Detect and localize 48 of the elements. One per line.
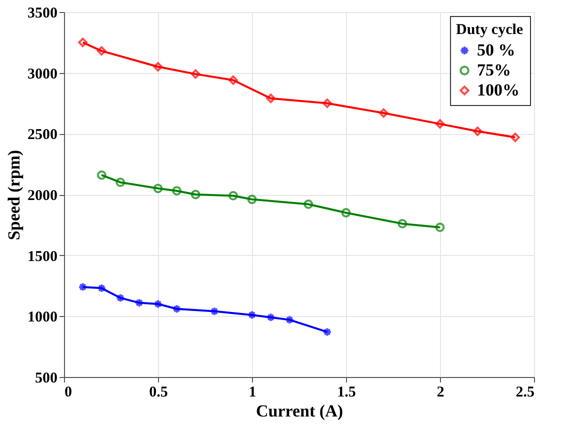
legend-label: 50 % [477, 40, 516, 60]
x-tick-label: 1 [248, 384, 256, 400]
x-tick-label: 0.5 [149, 384, 168, 400]
point [134, 298, 144, 308]
point [247, 310, 257, 320]
point [172, 304, 182, 314]
point [153, 62, 163, 72]
point [322, 98, 332, 108]
point [210, 306, 220, 316]
x-tick-label: 0 [64, 384, 72, 400]
point [190, 69, 200, 79]
point [398, 219, 408, 228]
y-tick-label: 3500 [28, 6, 58, 22]
point [510, 132, 520, 142]
y-tick-label: 500 [35, 370, 58, 386]
point [266, 94, 276, 104]
x-axis-title: Current (A) [256, 402, 344, 420]
legend-label: 100% [477, 80, 520, 100]
point [472, 126, 482, 136]
point [96, 46, 106, 56]
y-tick-label: 1500 [28, 248, 58, 265]
legend-label: 75% [477, 60, 511, 80]
y-axis-title: Speed (rpm) [4, 150, 24, 240]
y-tick-label: 3000 [28, 66, 58, 82]
point [228, 191, 238, 200]
y-tick-label: 1000 [28, 310, 58, 326]
point [247, 194, 257, 204]
point [304, 200, 314, 209]
point [435, 119, 445, 129]
point [378, 108, 388, 118]
point [116, 293, 126, 303]
point [341, 208, 351, 218]
point [172, 186, 182, 196]
point [284, 315, 294, 325]
legend-title: Duty cycle [456, 22, 524, 38]
point [228, 75, 238, 85]
x-tick-label: 1.5 [337, 384, 356, 400]
point [153, 299, 163, 309]
point [78, 38, 88, 48]
x-tick-label: 2 [436, 384, 444, 400]
point [116, 178, 126, 188]
point [96, 283, 106, 293]
x-tick-label: 2.5 [516, 384, 534, 400]
y-tick-label: 2000 [28, 188, 58, 204]
y-tick-label: 2500 [28, 127, 58, 144]
point [153, 184, 163, 194]
point [266, 312, 276, 322]
point [190, 190, 200, 200]
